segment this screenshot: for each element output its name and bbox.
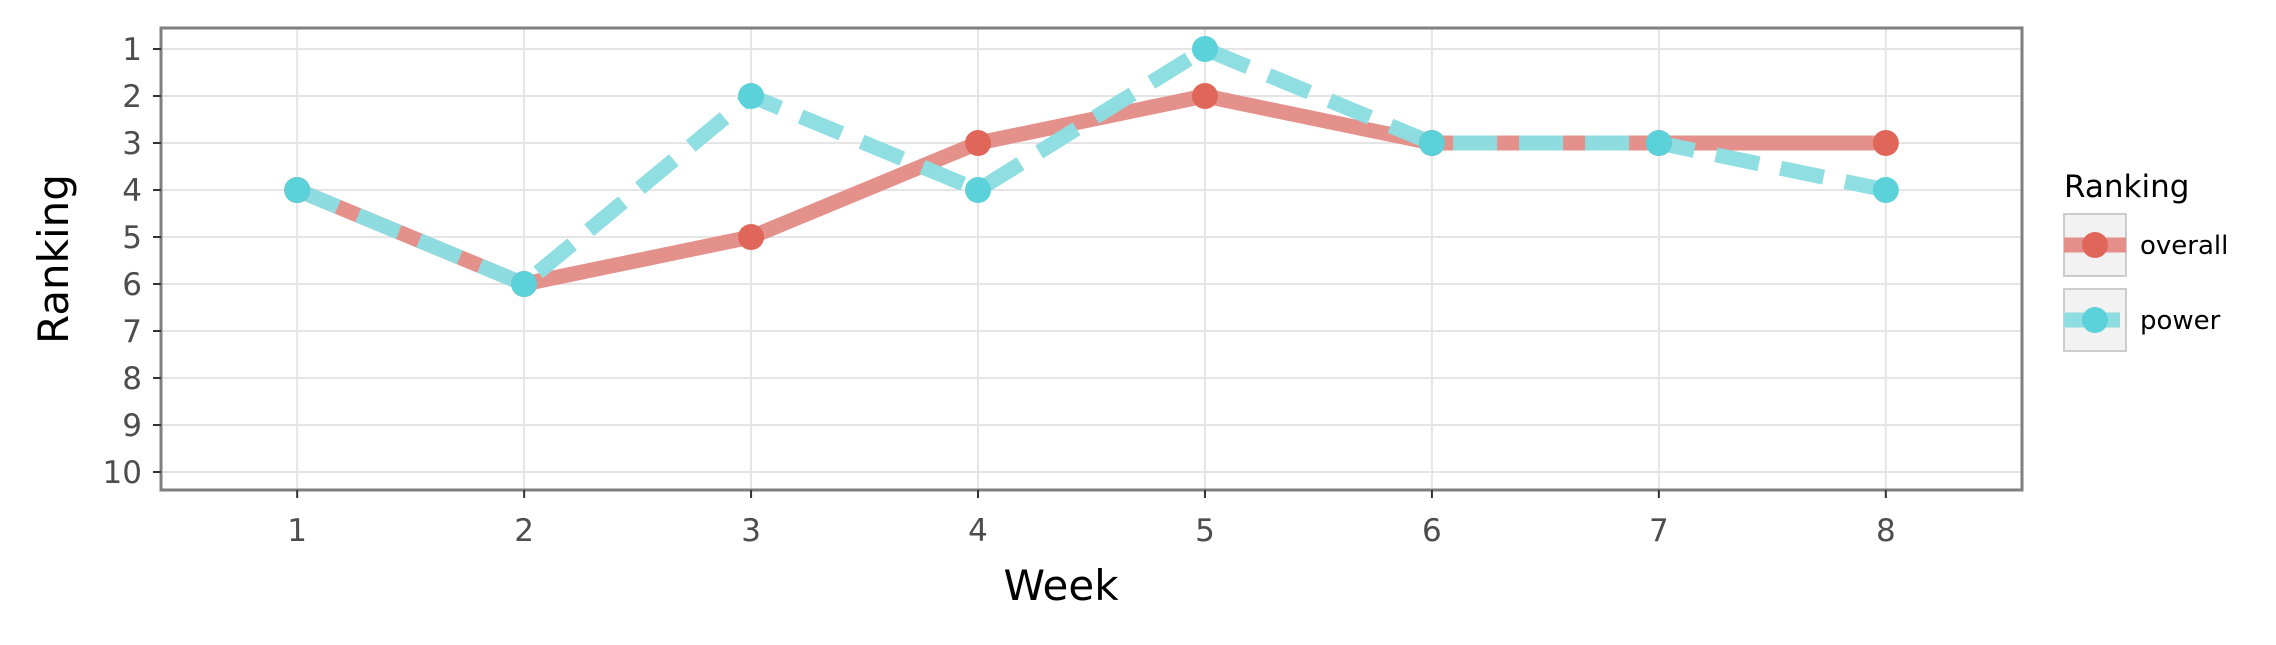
y-tick-label: 8 xyxy=(122,361,142,397)
y-tick-label: 5 xyxy=(122,220,142,256)
x-tick-label: 2 xyxy=(514,513,534,549)
legend-label-power: power xyxy=(2140,306,2221,336)
data-point-power xyxy=(738,83,765,109)
x-tick-label: 8 xyxy=(1876,513,1896,549)
y-tick-label: 4 xyxy=(122,173,142,209)
legend-items: overall power xyxy=(2063,213,2228,352)
y-tick-label: 2 xyxy=(122,79,142,115)
x-tick-label: 1 xyxy=(287,513,307,549)
x-axis-title: Week xyxy=(1003,561,1119,610)
x-tick-label: 5 xyxy=(1195,513,1215,549)
legend-label-overall: overall xyxy=(2140,231,2228,261)
points-layer xyxy=(284,36,1899,297)
data-point-overall xyxy=(1872,130,1899,156)
legend-title: Ranking xyxy=(2064,169,2189,205)
y-tick-label: 6 xyxy=(122,267,142,303)
data-point-overall xyxy=(1191,83,1218,109)
y-tick-label: 1 xyxy=(122,32,142,68)
y-tick-label: 9 xyxy=(122,408,142,444)
series-layer xyxy=(294,41,1888,292)
data-point-overall xyxy=(965,130,992,156)
data-point-power xyxy=(284,177,311,203)
data-point-power xyxy=(965,177,992,203)
series-line-power xyxy=(294,41,1888,292)
data-point-overall xyxy=(738,224,765,250)
panel-border xyxy=(159,26,2024,492)
legend-key-point-power xyxy=(2082,307,2108,333)
data-point-power xyxy=(1872,177,1899,203)
data-point-power xyxy=(1418,130,1445,156)
y-tick-label: 10 xyxy=(103,455,142,491)
grid-layer xyxy=(161,28,2022,490)
x-tick-label: 6 xyxy=(1422,513,1442,549)
x-tick-label: 3 xyxy=(741,513,761,549)
panel-frame xyxy=(159,26,2024,492)
data-point-power xyxy=(1191,36,1218,62)
legend: Ranking overall power xyxy=(2063,169,2228,352)
y-tick-label: 3 xyxy=(122,126,142,162)
y-tick-label: 7 xyxy=(122,314,142,350)
x-tick-label: 7 xyxy=(1649,513,1669,549)
x-tick-label: 4 xyxy=(968,513,988,549)
axis-ticks: 1 2 3 4 5 6 7 8 1 2 3 4 5 6 7 8 9 10 xyxy=(103,32,1896,549)
legend-key-point-overall xyxy=(2082,232,2108,258)
data-point-power xyxy=(1645,130,1672,156)
data-point-power xyxy=(511,271,538,297)
y-axis-title: Ranking xyxy=(29,174,78,344)
